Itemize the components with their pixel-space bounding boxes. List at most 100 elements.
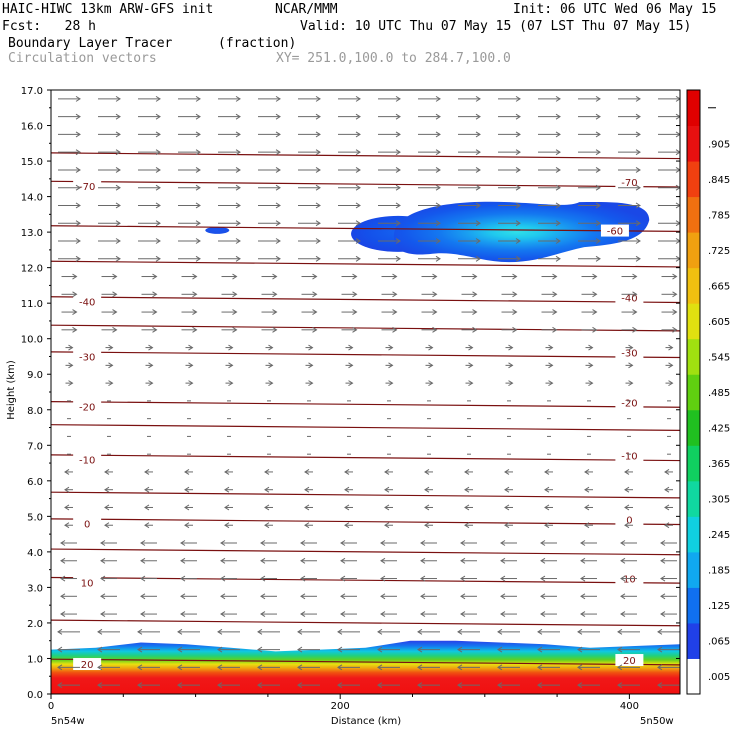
vector-arrowhead	[75, 184, 81, 191]
x-axis-title: Distance (km)	[331, 716, 401, 727]
vector-arrowhead	[260, 575, 266, 582]
vector-arrowhead	[75, 167, 81, 173]
vector-arrowhead	[395, 220, 401, 227]
vector-arrowhead	[155, 167, 161, 173]
vector-arrowhead	[68, 344, 74, 351]
vector-arrowhead	[268, 344, 274, 351]
vector-arrowhead	[624, 486, 630, 493]
vector-arrowhead	[275, 95, 281, 102]
vector-arrowhead	[272, 309, 278, 315]
colorbar-swatch	[687, 516, 700, 553]
vector-arrowhead	[497, 646, 503, 653]
vector-arrowhead	[672, 291, 678, 298]
vector-arrowhead	[417, 628, 423, 635]
isotherm-label: -10	[79, 456, 95, 467]
vector-arrowhead	[312, 291, 318, 298]
vector-arrowhead	[617, 664, 623, 671]
vector-arrowhead	[115, 255, 121, 262]
vector-arrowhead	[628, 344, 634, 351]
vector-arrowhead	[660, 611, 666, 617]
vector-arrowhead	[355, 131, 361, 138]
vector-arrowhead	[475, 255, 481, 262]
vector-arrowhead	[60, 575, 66, 582]
vector-arrowhead	[300, 557, 306, 564]
vector-arrowhead	[152, 291, 158, 298]
vector-arrowhead	[540, 575, 546, 582]
vector-arrowhead	[60, 540, 66, 546]
vector-arrowhead	[155, 113, 161, 120]
vector-arrowhead	[675, 149, 680, 156]
vector-arrowhead	[472, 309, 478, 315]
vector-arrowhead	[155, 131, 161, 138]
vector-arrowhead	[340, 611, 346, 617]
x-tick-label: 400	[620, 701, 639, 712]
vector-arrowhead	[115, 202, 121, 209]
vector-arrowhead	[657, 646, 663, 653]
vector-arrowhead	[232, 291, 238, 298]
vector-arrowhead	[155, 184, 161, 191]
isotherm-label-bg	[615, 396, 644, 409]
vector-arrowhead	[555, 184, 561, 191]
vector-arrowhead	[475, 238, 481, 244]
vector-arrowhead	[432, 326, 438, 333]
vector-arrowhead	[140, 611, 146, 617]
vector-arrowhead	[275, 238, 281, 244]
vector-arrowhead	[220, 611, 226, 617]
vector-arrowhead	[435, 149, 441, 156]
vector-arrowhead	[540, 557, 546, 564]
vector-arrowhead	[512, 326, 518, 333]
colorbar-level-label: .725	[708, 246, 730, 257]
y-tick-label: 4.0	[27, 548, 43, 559]
isotherm-line	[51, 491, 680, 499]
y-tick-label: 0.0	[27, 690, 43, 701]
colorbar: .005 .065 .125 .185 .245 .305 .365 .425 .485 .545…	[686, 89, 730, 695]
vector-arrowhead	[228, 344, 234, 351]
vector-arrowhead	[192, 326, 198, 333]
vector-arrowhead	[144, 504, 150, 511]
colorbar-level-label: .365	[708, 459, 730, 470]
vector-arrowhead	[584, 469, 590, 475]
vector-arrowhead	[457, 682, 463, 689]
vector-arrowhead	[664, 486, 670, 493]
vector-arrowhead	[540, 593, 546, 600]
vector-arrowhead	[617, 628, 623, 635]
vector-arrowhead	[435, 202, 441, 209]
isotherm-line	[51, 548, 680, 556]
vector-arrowhead	[315, 95, 321, 102]
vector-arrowhead	[515, 238, 521, 244]
isotherm-label-bg	[73, 350, 102, 363]
vector-arrowhead	[672, 326, 678, 333]
vector-arrowhead	[632, 273, 638, 280]
vector-arrowhead	[512, 309, 518, 315]
vector-arrowhead	[315, 238, 321, 244]
vector-arrowhead	[315, 255, 321, 262]
vector-arrowhead	[315, 220, 321, 227]
vector-arrowhead	[475, 95, 481, 102]
vector-arrowhead	[195, 255, 201, 262]
vector-arrowhead	[457, 628, 463, 635]
vector-arrowhead	[468, 344, 474, 351]
vector-arrowhead	[257, 646, 263, 653]
vector-arrowhead	[257, 664, 263, 671]
y-tick-label: 9.0	[27, 370, 43, 381]
vector-arrowhead	[635, 131, 641, 138]
vector-arrowhead	[595, 131, 601, 138]
vector-arrowhead	[115, 220, 121, 227]
vector-arrowhead	[512, 273, 518, 280]
isotherm-label-bg	[73, 180, 102, 193]
vector-arrowhead	[112, 273, 118, 280]
vector-arrowhead	[152, 326, 158, 333]
colorbar-swatch	[687, 267, 700, 304]
vector-arrowhead	[584, 486, 590, 493]
vector-arrowhead	[272, 273, 278, 280]
colorbar-level-label: .305	[708, 495, 730, 506]
vector-arrowhead	[660, 575, 666, 582]
vector-arrowhead	[595, 184, 601, 191]
vector-arrowhead	[660, 557, 666, 564]
vector-arrowhead	[60, 611, 66, 617]
vector-arrowhead	[308, 362, 314, 369]
vector-arrowhead	[155, 202, 161, 209]
vector-arrowhead	[264, 522, 270, 529]
vector-arrowhead	[348, 362, 354, 369]
